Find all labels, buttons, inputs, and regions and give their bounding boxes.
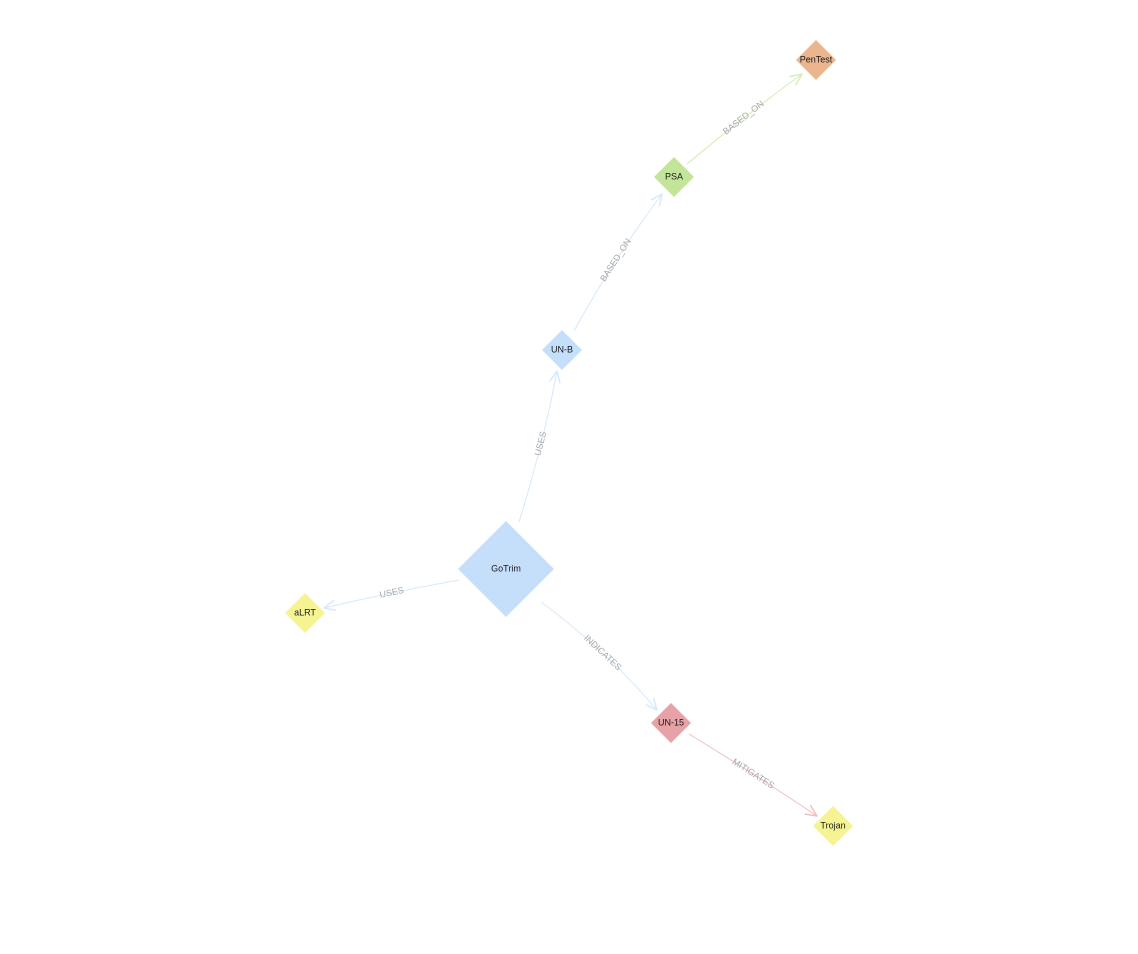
node-diamond[interactable] <box>542 330 582 370</box>
node-un15[interactable]: UN-15 <box>651 703 691 743</box>
edge-label: INDICATES <box>582 633 623 673</box>
node-unb[interactable]: UN-B <box>542 330 582 370</box>
arrow-head <box>650 193 663 207</box>
edge-line <box>686 73 803 165</box>
arrow-head <box>323 599 337 612</box>
edge-line <box>688 733 818 817</box>
node-label: aLRT <box>294 607 316 617</box>
edge-gotrim-to-unb: USES <box>518 370 561 523</box>
edge-label: BASED_ON <box>721 98 766 136</box>
edge-label: MITIGATES <box>730 756 776 790</box>
edge-psa-to-pentest: BASED_ON <box>686 73 803 165</box>
node-diamond[interactable] <box>651 703 691 743</box>
node-diamond[interactable] <box>285 593 325 633</box>
node-gotrim[interactable]: GoTrim <box>458 521 554 617</box>
node-pentest[interactable]: PenTest <box>796 40 836 80</box>
edge-label: USES <box>533 430 549 456</box>
node-diamond[interactable] <box>458 521 554 617</box>
edge-unb-to-psa: BASED_ON <box>573 193 663 332</box>
node-diamond[interactable] <box>796 40 836 80</box>
node-diamond[interactable] <box>813 806 853 846</box>
node-label: Trojan <box>820 820 845 830</box>
node-label: GoTrim <box>491 563 521 573</box>
edge-label: USES <box>379 585 405 600</box>
node-psa[interactable]: PSA <box>654 157 694 197</box>
arrow-head <box>645 697 658 711</box>
edge-line <box>573 193 663 332</box>
edge-un15-to-trojan: MITIGATES <box>688 733 818 817</box>
node-diamond[interactable] <box>654 157 694 197</box>
node-label: UN-15 <box>658 717 684 727</box>
arrow-head <box>549 370 561 384</box>
node-label: PenTest <box>800 54 833 64</box>
node-trojan[interactable]: Trojan <box>813 806 853 846</box>
arrow-head <box>789 73 803 86</box>
edge-line <box>323 579 460 609</box>
edge-line <box>540 601 658 711</box>
edge-line <box>518 370 558 523</box>
node-alrt[interactable]: aLRT <box>285 593 325 633</box>
edge-gotrim-to-alrt: USES <box>323 579 460 612</box>
node-layer: GoTrim UN-B PSA PenTest aLRT UN-15 Trojan <box>285 40 853 846</box>
edge-layer: USES BASED_ON BASED_ON USES INDICATES MITIGAT… <box>323 73 818 817</box>
node-label: UN-B <box>551 344 573 354</box>
arrow-head <box>804 805 818 817</box>
edge-label: BASED_ON <box>598 237 633 284</box>
node-label: PSA <box>665 171 683 181</box>
edge-gotrim-to-un15: INDICATES <box>540 601 658 711</box>
